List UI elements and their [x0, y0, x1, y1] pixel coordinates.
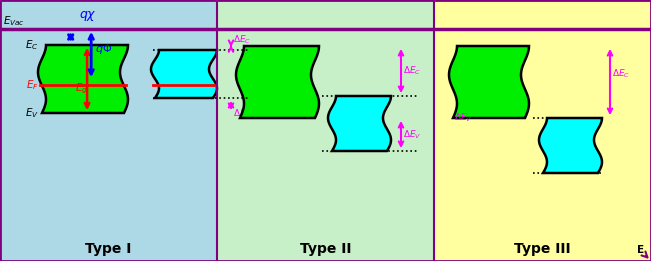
Text: $\Delta E_V$: $\Delta E_V$: [233, 108, 251, 120]
Text: $E_{Vac}$: $E_{Vac}$: [3, 14, 25, 28]
Text: $E_F$: $E_F$: [26, 78, 39, 92]
Bar: [217, 0, 434, 261]
Polygon shape: [449, 46, 529, 118]
Text: $\Delta E_C$: $\Delta E_C$: [233, 33, 251, 45]
Polygon shape: [328, 96, 391, 151]
Text: $E_V$: $E_V$: [25, 106, 39, 120]
Text: $E_C$: $E_C$: [25, 38, 39, 52]
Text: $\Delta E_C$: $\Delta E_C$: [612, 68, 630, 80]
Polygon shape: [151, 50, 217, 98]
Text: $E_g$: $E_g$: [75, 82, 87, 96]
Text: $\Delta E_C$: $\Delta E_C$: [403, 65, 421, 77]
Text: $q\Phi$: $q\Phi$: [95, 42, 113, 56]
Polygon shape: [539, 118, 602, 173]
Bar: [434, 0, 651, 261]
Polygon shape: [38, 45, 128, 113]
Text: Type III: Type III: [514, 242, 571, 256]
Bar: [0, 0, 217, 261]
Text: $q\chi$: $q\chi$: [79, 9, 97, 23]
Text: Type I: Type I: [85, 242, 132, 256]
Polygon shape: [236, 46, 319, 118]
Text: E: E: [637, 245, 644, 255]
Text: $\Delta E_V$: $\Delta E_V$: [403, 128, 422, 141]
Text: $\Delta E_V$: $\Delta E_V$: [454, 112, 473, 124]
Text: Type II: Type II: [299, 242, 352, 256]
